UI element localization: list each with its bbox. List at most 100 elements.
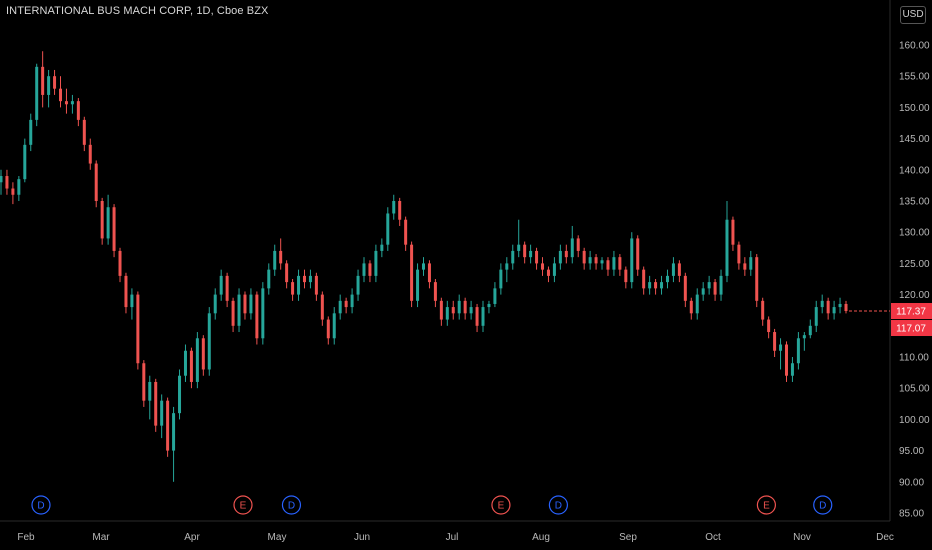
dividend-marker[interactable]: D	[31, 495, 51, 515]
candle-body	[178, 375, 182, 414]
candle	[558, 244, 562, 270]
candle-body	[671, 263, 675, 276]
candle	[392, 194, 396, 220]
candle-body	[70, 101, 74, 105]
svg-text:E: E	[498, 501, 505, 512]
candle-body	[427, 263, 431, 283]
candle-body	[838, 303, 842, 308]
candle-body	[106, 207, 110, 239]
candle-body	[844, 303, 848, 312]
candle-body	[469, 307, 473, 314]
candle-body	[558, 250, 562, 264]
candle	[201, 335, 205, 376]
candle	[172, 406, 176, 482]
candle	[779, 338, 783, 370]
candle	[219, 269, 223, 301]
earnings-marker[interactable]: E	[491, 495, 511, 515]
candle	[53, 69, 57, 95]
dividend-marker[interactable]: D	[281, 495, 302, 515]
svg-text:D: D	[37, 501, 44, 512]
candle-body	[779, 344, 783, 351]
candle	[231, 297, 235, 333]
candle-body	[660, 282, 664, 289]
candle	[654, 279, 658, 295]
x-tick-label: Mar	[92, 532, 110, 543]
candle-body	[160, 400, 164, 426]
candle	[832, 300, 836, 320]
candle	[29, 113, 33, 152]
candle-body	[743, 263, 747, 270]
candle	[302, 269, 306, 289]
candle	[796, 332, 800, 370]
candle-body	[23, 144, 27, 180]
candle	[308, 269, 312, 289]
candle-body	[677, 263, 681, 276]
candle	[410, 241, 414, 308]
candle-body	[11, 188, 15, 195]
candle	[630, 232, 634, 289]
candle-body	[332, 313, 336, 339]
candle-body	[386, 213, 390, 245]
candle	[541, 257, 545, 276]
dividend-marker[interactable]: D	[813, 495, 833, 515]
candle	[808, 319, 812, 339]
candle-body	[725, 219, 729, 276]
candle	[189, 347, 193, 389]
candle-body	[582, 250, 586, 264]
candle	[136, 291, 140, 370]
dividend-marker[interactable]: D	[548, 495, 569, 515]
candle	[17, 176, 21, 201]
candle	[100, 197, 104, 245]
candle-body	[493, 288, 497, 304]
candle	[213, 288, 217, 320]
candle-body	[439, 300, 443, 320]
candle	[588, 250, 592, 270]
candle	[47, 69, 51, 108]
candle-body	[755, 257, 759, 301]
candle-body	[326, 319, 330, 339]
candle-body	[356, 275, 360, 295]
candle	[279, 238, 283, 270]
candle-body	[475, 307, 479, 326]
y-tick-label: 135.00	[899, 197, 930, 208]
candle-body	[487, 303, 491, 308]
candle-body	[261, 288, 265, 339]
candle-body	[796, 338, 800, 364]
earnings-marker[interactable]: E	[233, 495, 253, 515]
x-tick-label: May	[268, 532, 287, 543]
candle-body	[76, 101, 80, 120]
candle	[249, 288, 253, 320]
candle-body	[600, 260, 604, 264]
candle-body	[249, 294, 253, 314]
candle	[719, 269, 723, 301]
candle-body	[350, 294, 354, 308]
candle	[529, 244, 533, 264]
candle	[499, 263, 503, 295]
candle	[118, 247, 122, 283]
candle	[59, 76, 63, 108]
candle	[784, 341, 788, 382]
candle	[166, 397, 170, 457]
candle-body	[314, 275, 318, 295]
candle	[350, 288, 354, 314]
earnings-marker[interactable]: E	[756, 495, 777, 515]
candle	[124, 272, 128, 314]
candle-body	[665, 275, 669, 283]
candle	[463, 297, 467, 320]
candle-body	[541, 263, 545, 270]
candle	[386, 207, 390, 251]
candle	[23, 138, 27, 183]
candle-body	[374, 250, 378, 276]
candle	[838, 297, 842, 314]
candle	[618, 254, 622, 276]
x-tick-label: Jun	[354, 532, 370, 543]
y-tick-label: 155.00	[899, 72, 930, 83]
candle-body	[201, 338, 205, 370]
currency-selector[interactable]: USD	[900, 6, 926, 24]
candle-body	[731, 219, 735, 245]
candle-body	[588, 257, 592, 264]
y-tick-label: 160.00	[899, 41, 930, 52]
candle-body	[302, 275, 306, 283]
